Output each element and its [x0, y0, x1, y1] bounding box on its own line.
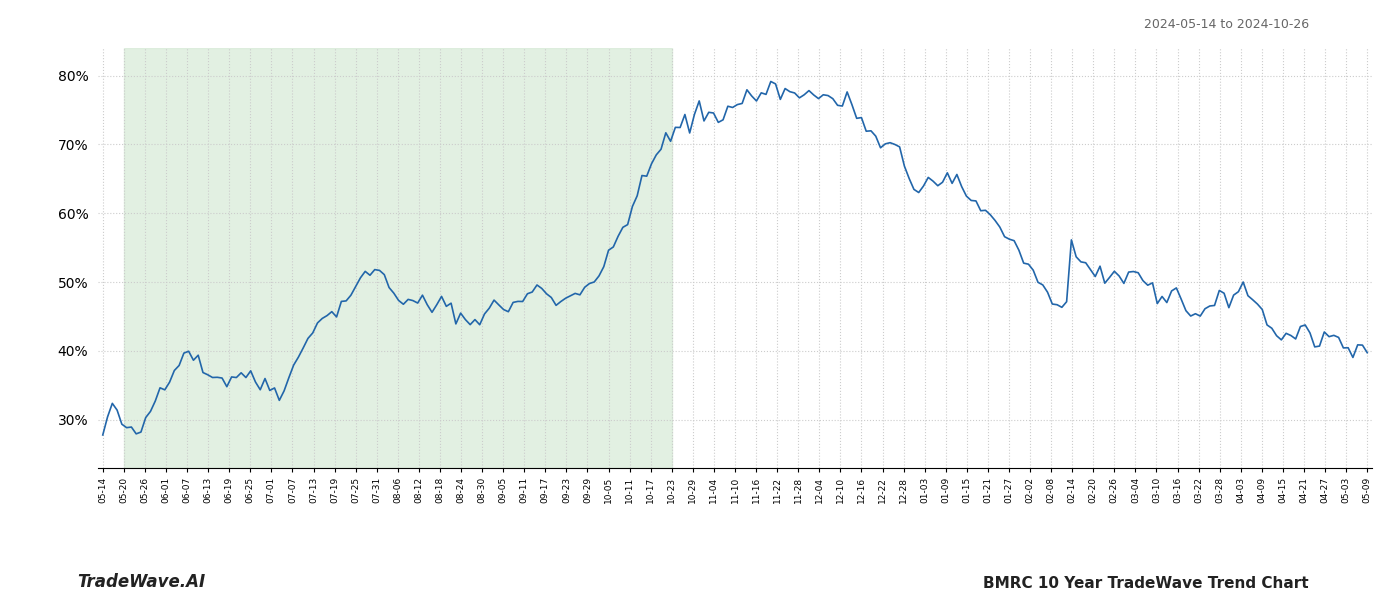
Bar — [123, 48, 672, 468]
Text: TradeWave.AI: TradeWave.AI — [77, 573, 206, 591]
Text: 2024-05-14 to 2024-10-26: 2024-05-14 to 2024-10-26 — [1144, 18, 1309, 31]
Text: BMRC 10 Year TradeWave Trend Chart: BMRC 10 Year TradeWave Trend Chart — [983, 576, 1309, 591]
